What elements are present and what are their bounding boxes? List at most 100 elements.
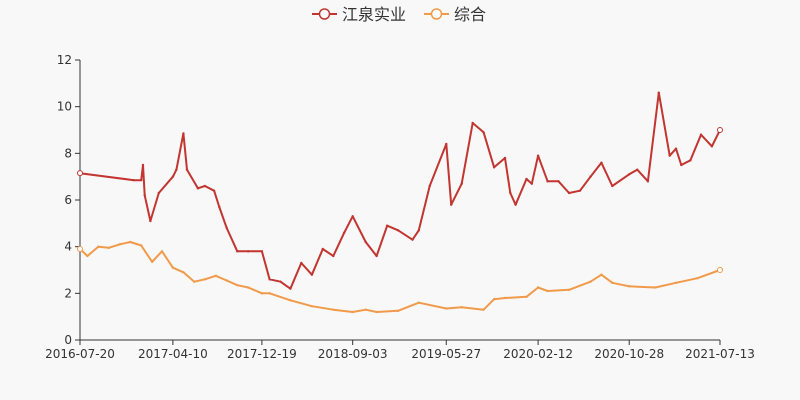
data-point bbox=[375, 254, 378, 258]
data-point bbox=[628, 285, 631, 288]
y-tick-label: 6 bbox=[64, 193, 72, 207]
data-point bbox=[449, 203, 453, 206]
data-point bbox=[246, 286, 250, 289]
series-start-marker bbox=[77, 170, 83, 177]
data-point bbox=[300, 261, 303, 265]
series-line-1 bbox=[79, 91, 721, 290]
data-point bbox=[364, 308, 367, 311]
data-point bbox=[279, 280, 282, 283]
legend-marker bbox=[318, 8, 331, 20]
data-point bbox=[557, 180, 560, 183]
data-point bbox=[86, 254, 89, 258]
legend-item-2: 综合 bbox=[424, 5, 486, 24]
data-point bbox=[268, 278, 271, 281]
data-point bbox=[689, 159, 692, 162]
data-point bbox=[171, 266, 175, 269]
data-point bbox=[492, 297, 496, 301]
data-point bbox=[536, 286, 540, 289]
x-tick-label: 2017-12-19 bbox=[227, 347, 297, 361]
data-point bbox=[471, 121, 474, 125]
data-point bbox=[546, 180, 549, 183]
x-tick-label: 2017-04-10 bbox=[138, 347, 208, 361]
data-point bbox=[530, 182, 533, 185]
data-point bbox=[396, 309, 400, 313]
data-point bbox=[482, 131, 485, 134]
data-point bbox=[321, 247, 324, 251]
data-point bbox=[225, 226, 228, 230]
y-tick-label: 10 bbox=[57, 100, 72, 114]
data-point bbox=[97, 245, 100, 248]
legend: 江泉实业 综合 bbox=[312, 5, 486, 24]
data-point bbox=[636, 168, 639, 171]
data-point bbox=[171, 175, 175, 178]
data-point bbox=[417, 229, 421, 232]
data-point bbox=[310, 273, 314, 276]
x-tick-label: 2018-09-03 bbox=[318, 347, 388, 361]
data-point bbox=[536, 154, 540, 157]
data-point bbox=[482, 308, 485, 311]
data-point bbox=[696, 276, 699, 280]
data-point bbox=[668, 154, 671, 157]
data-point bbox=[236, 283, 239, 287]
data-point bbox=[225, 279, 228, 282]
x-tick-label: 2020-10-28 bbox=[594, 347, 664, 361]
data-point bbox=[396, 229, 400, 232]
data-point bbox=[657, 91, 660, 94]
y-tick-label: 0 bbox=[64, 333, 72, 347]
legend-label: 江泉实业 bbox=[342, 5, 406, 24]
y-tick-label: 2 bbox=[64, 286, 72, 300]
data-point bbox=[567, 191, 571, 195]
data-point bbox=[674, 281, 678, 285]
x-tick-label: 2021-07-13 bbox=[685, 347, 755, 361]
data-point bbox=[332, 308, 335, 311]
y-tick-label: 4 bbox=[64, 240, 72, 254]
data-point bbox=[141, 163, 145, 167]
data-point bbox=[680, 163, 683, 167]
series-layer bbox=[77, 91, 723, 314]
data-point bbox=[611, 281, 614, 285]
data-point bbox=[514, 203, 517, 206]
data-point bbox=[699, 133, 703, 136]
data-point bbox=[343, 231, 346, 234]
data-point bbox=[578, 189, 582, 192]
data-point bbox=[674, 147, 678, 150]
y-tick-label: 12 bbox=[57, 53, 72, 67]
data-point bbox=[646, 180, 650, 183]
data-point bbox=[589, 175, 592, 178]
data-point bbox=[503, 296, 507, 300]
data-point bbox=[567, 288, 571, 292]
data-point bbox=[332, 254, 335, 258]
legend-label: 综合 bbox=[454, 5, 486, 24]
data-point bbox=[589, 280, 592, 283]
data-point bbox=[445, 142, 448, 146]
data-point bbox=[212, 189, 216, 192]
data-point bbox=[417, 301, 421, 304]
y-tick-label: 8 bbox=[64, 146, 72, 160]
data-point bbox=[129, 240, 132, 244]
data-point bbox=[140, 178, 143, 182]
data-point bbox=[600, 273, 603, 276]
data-point bbox=[525, 295, 528, 299]
data-point bbox=[445, 307, 448, 310]
data-point bbox=[260, 250, 264, 253]
data-point bbox=[214, 274, 218, 278]
data-point bbox=[268, 292, 271, 295]
data-point bbox=[546, 289, 549, 293]
data-point bbox=[492, 166, 496, 169]
data-point bbox=[132, 178, 136, 182]
series-end-marker bbox=[717, 127, 723, 133]
data-point bbox=[150, 260, 154, 264]
data-point bbox=[107, 246, 111, 250]
data-point bbox=[351, 310, 354, 314]
legend-marker bbox=[430, 8, 443, 20]
data-point bbox=[160, 250, 164, 253]
series-start-marker bbox=[77, 246, 83, 252]
data-point bbox=[509, 191, 512, 195]
data-point bbox=[375, 310, 378, 314]
data-point bbox=[289, 287, 292, 290]
data-point bbox=[196, 187, 200, 190]
data-point bbox=[236, 250, 239, 253]
data-point bbox=[310, 304, 314, 308]
data-point bbox=[460, 182, 463, 185]
